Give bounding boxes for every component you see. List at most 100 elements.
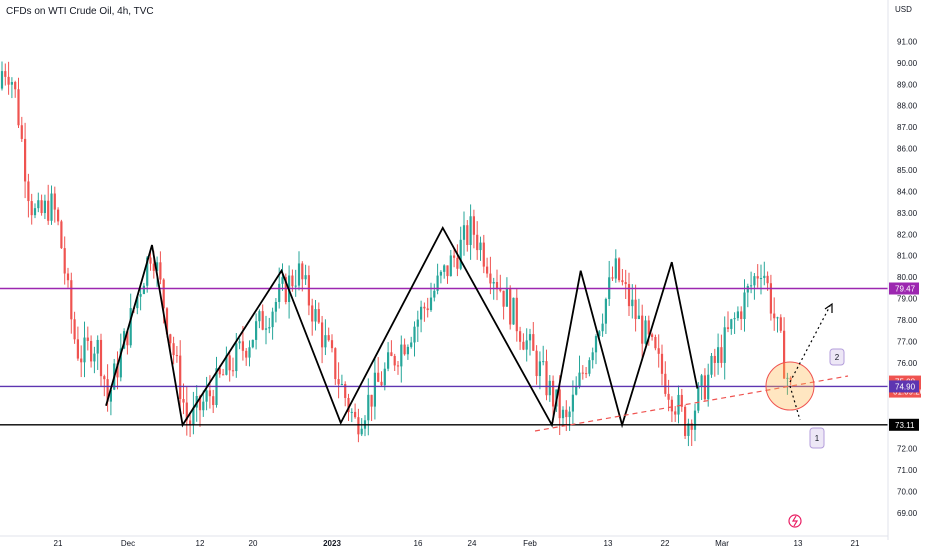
candle-body — [146, 257, 149, 286]
candle-body — [37, 200, 40, 209]
candle-body — [505, 288, 508, 307]
time-tick-label: Feb — [523, 539, 537, 548]
candle-body — [453, 255, 456, 258]
candle-body — [354, 411, 357, 418]
candle-body — [212, 396, 215, 406]
lightning-icon[interactable] — [788, 514, 802, 528]
candle-body — [697, 385, 700, 411]
candle-body — [185, 402, 188, 421]
candle-body — [433, 290, 436, 298]
candle-body — [156, 262, 159, 271]
candle-body — [0, 71, 4, 89]
candle-body — [152, 263, 155, 271]
candle-body — [93, 353, 96, 362]
candle-body — [50, 193, 53, 221]
candle-body — [109, 389, 112, 402]
candle-body — [472, 216, 475, 235]
candle-body — [515, 297, 518, 332]
candle-body — [700, 375, 703, 386]
candle-body — [43, 200, 46, 214]
candle-body — [621, 280, 624, 283]
candle-body — [783, 330, 786, 379]
candle-body — [172, 343, 175, 356]
scenario-arrow-up-head — [824, 302, 833, 313]
candle-body — [750, 285, 753, 287]
price-tick-label: 71.00 — [897, 466, 918, 475]
candle-body — [548, 380, 551, 396]
candle-body — [545, 361, 548, 396]
candle-body — [726, 327, 730, 329]
candle-body — [779, 317, 782, 331]
candle-body — [443, 265, 446, 272]
candle-body — [624, 282, 627, 285]
candle-body — [459, 239, 462, 269]
candle-body — [538, 361, 541, 377]
candle-body — [479, 242, 482, 251]
candle-body — [83, 337, 86, 363]
candle-body — [40, 200, 43, 214]
mid-line-badge-label: 74.90 — [895, 382, 916, 391]
candle-body — [360, 428, 363, 435]
candle-body — [786, 377, 789, 379]
candle-body — [618, 258, 621, 281]
candle-body — [80, 358, 83, 363]
lightning-icon-bolt — [791, 515, 799, 527]
scenario-label-2-box[interactable] — [829, 348, 845, 366]
candle-body — [327, 335, 330, 341]
candle-body — [674, 411, 677, 415]
candle-body — [189, 420, 192, 425]
candle-body — [519, 331, 522, 342]
candle-body — [525, 340, 528, 350]
candle-body — [17, 89, 20, 126]
candle-body — [598, 331, 601, 337]
candle-body — [330, 340, 334, 349]
candle-body — [499, 289, 502, 291]
candle-body — [476, 234, 479, 251]
candle-body — [766, 275, 769, 284]
candle-body — [509, 288, 512, 325]
dashed-trendline[interactable] — [534, 375, 849, 432]
candle-body — [667, 393, 670, 400]
resistance-badge-label: 79.47 — [895, 285, 916, 294]
currency-label: USD — [895, 5, 912, 14]
candle-body — [446, 265, 449, 277]
candle-body — [571, 394, 574, 412]
candle-body — [30, 201, 33, 216]
candle-body — [116, 363, 119, 378]
candle-body — [660, 353, 664, 374]
candle-body — [429, 297, 433, 311]
candle-body — [789, 377, 792, 380]
candle-body — [631, 299, 634, 307]
candle-body — [746, 286, 749, 293]
candle-body — [380, 381, 383, 386]
candle-body — [344, 383, 347, 398]
candle-body — [528, 334, 532, 341]
price-tick-label: 83.00 — [897, 209, 918, 218]
candle-body — [657, 348, 660, 354]
candle-body — [693, 410, 697, 430]
candle-body — [512, 297, 515, 325]
candle-body — [96, 339, 99, 354]
candle-body — [231, 370, 235, 372]
candle-body — [304, 275, 307, 280]
candle-body — [119, 348, 122, 378]
candle-body — [208, 390, 211, 397]
candle-body — [20, 125, 23, 139]
scenario-label-1-box[interactable] — [809, 427, 825, 449]
candle-body — [736, 311, 739, 319]
candle-body — [70, 280, 73, 320]
scenario-arrow-down[interactable] — [789, 385, 801, 421]
candle-body — [175, 355, 178, 357]
candle-body — [654, 336, 657, 349]
time-tick-label: 21 — [54, 539, 63, 548]
candle-body — [301, 263, 304, 280]
candle-body — [482, 242, 485, 267]
candle-body — [420, 306, 423, 320]
scenario-arrow-up[interactable] — [789, 305, 831, 383]
candle-body — [585, 373, 588, 375]
candle-body — [86, 337, 89, 341]
candle-body — [162, 279, 165, 309]
zigzag-trend-path[interactable] — [105, 225, 699, 429]
candle-body — [637, 315, 640, 320]
